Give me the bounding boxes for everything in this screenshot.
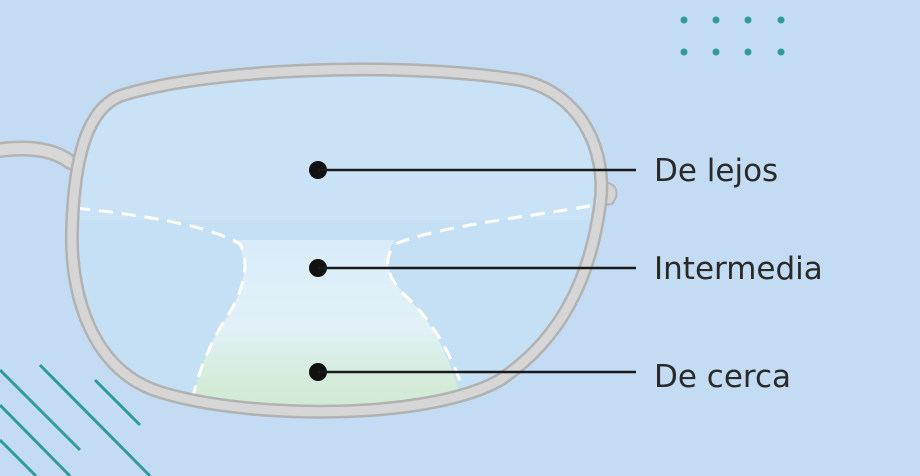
label-near: De cerca [654,359,791,395]
callout-far: De lejos [309,153,778,189]
corridor-zone [188,240,470,412]
label-far: De lejos [654,153,778,189]
label-intermediate: Intermedia [654,251,823,287]
zone-boundaries [75,204,591,401]
callout-intermediate: Intermedia [309,251,823,287]
hatch-decoration [0,363,152,476]
dot-grid-decoration [680,16,785,56]
callout-near: De cerca [309,359,791,395]
lens [71,69,602,412]
